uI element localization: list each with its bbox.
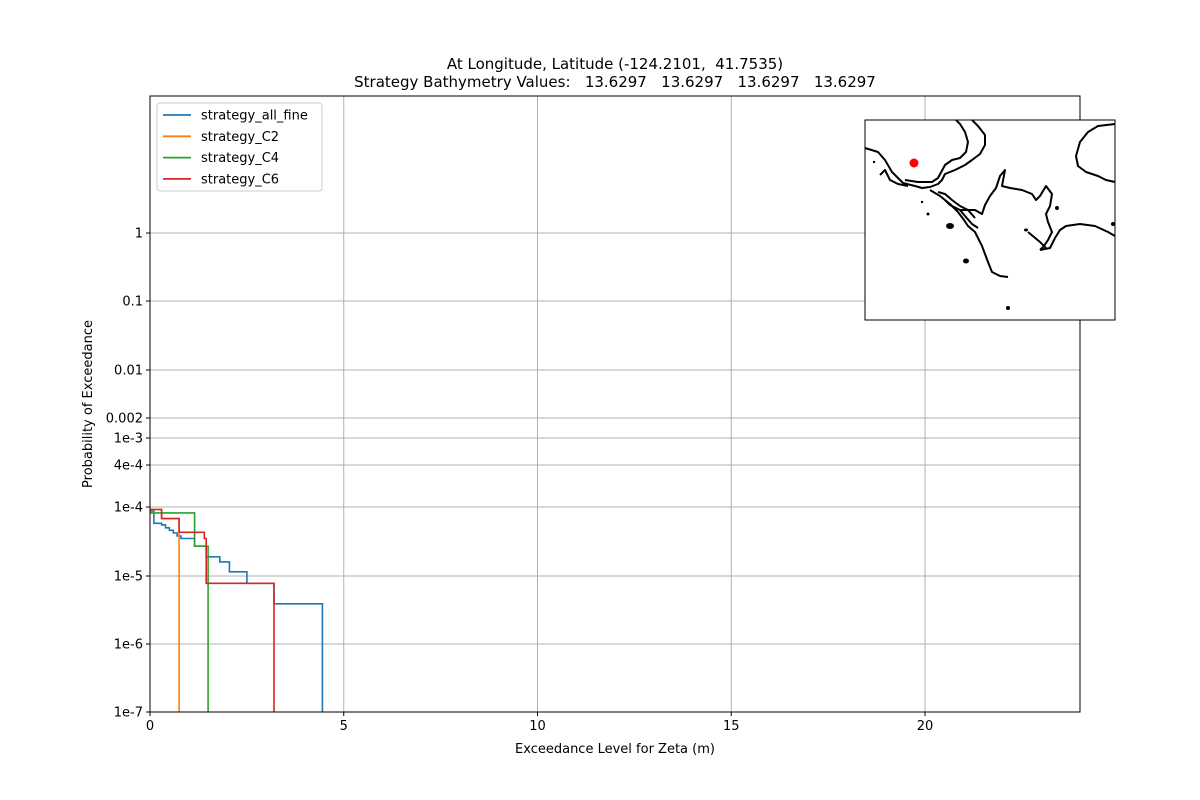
- plot-frame: [149, 95, 1081, 713]
- grid-lines: [149, 96, 1080, 713]
- y-tick-label: 4e-4: [114, 459, 143, 474]
- series-line-strategy_all_fine: [150, 510, 324, 712]
- legend-label: strategy_C6: [201, 172, 279, 187]
- legend-label: strategy_all_fine: [201, 109, 308, 124]
- y-tick-label: 1e-6: [114, 638, 143, 653]
- y-tick-label: 1e-7: [114, 706, 143, 721]
- location-marker: [909, 158, 919, 168]
- legend: strategy_all_fine strategy_C2 strategy_C4s…: [156, 102, 323, 192]
- series-layer: [150, 508, 324, 712]
- y-axis-ticks: 1 0.1 0.01 0.002 1e-3 4e-4 1e-4 1e-5 1e-6 1e-7: [106, 227, 150, 721]
- y-axis-label: Probability of Exceedance: [81, 320, 96, 488]
- inset-islands: [872, 160, 1115, 310]
- x-axis-ticks: 0 5 10 15 20: [146, 712, 933, 734]
- y-tick-label: 0.002: [106, 412, 143, 427]
- x-tick-label: 5: [340, 719, 348, 734]
- y-tick-label: 1e-5: [114, 570, 143, 585]
- y-tick-label: 0.01: [114, 364, 143, 379]
- legend-label: strategy_C4: [201, 151, 279, 166]
- y-tick-label: 1e-4: [114, 501, 143, 516]
- inset-map-frame: [864, 119, 1116, 321]
- x-axis-label: Exceedance Level for Zeta (m): [515, 742, 715, 757]
- y-tick-label: 1: [135, 227, 143, 242]
- legend-label: strategy_C2: [201, 130, 279, 145]
- series-line-strategy_C4: [150, 512, 209, 712]
- legend-box: [156, 102, 323, 192]
- x-tick-label: 0: [146, 719, 154, 734]
- x-tick-label: 15: [723, 719, 740, 734]
- chart-title: At Longitude, Latitude (-124.2101, 41.75…: [446, 55, 784, 73]
- series-line-strategy_C2: [150, 508, 180, 712]
- coastline: [864, 119, 1116, 278]
- chart-subtitle: Strategy Bathymetry Values: 13.6297 13.6…: [354, 73, 876, 91]
- x-tick-label: 20: [917, 719, 934, 734]
- y-tick-label: 1e-3: [114, 432, 143, 447]
- inset-map: [864, 119, 1116, 321]
- series-line-strategy_C6: [150, 508, 275, 712]
- x-tick-label: 10: [529, 719, 546, 734]
- y-tick-label: 0.1: [122, 295, 143, 310]
